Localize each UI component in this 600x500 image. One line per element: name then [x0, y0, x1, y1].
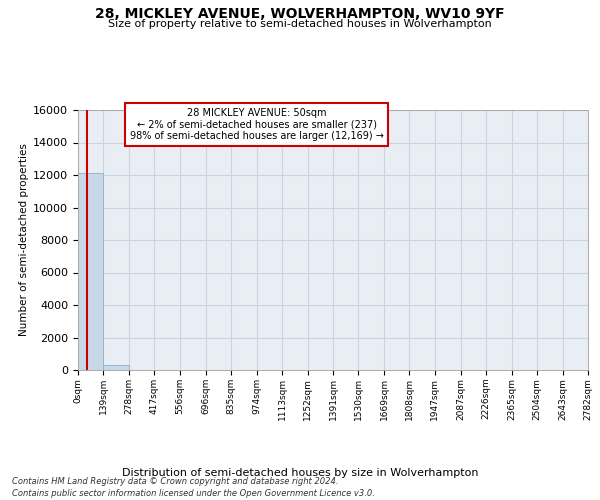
Text: Contains public sector information licensed under the Open Government Licence v3: Contains public sector information licen… — [12, 489, 375, 498]
Text: Contains HM Land Registry data © Crown copyright and database right 2024.: Contains HM Land Registry data © Crown c… — [12, 478, 338, 486]
Bar — [103, 365, 129, 370]
Y-axis label: Number of semi-detached properties: Number of semi-detached properties — [19, 144, 29, 336]
Text: 28 MICKLEY AVENUE: 50sqm
← 2% of semi-detached houses are smaller (237)
98% of s: 28 MICKLEY AVENUE: 50sqm ← 2% of semi-de… — [130, 108, 383, 141]
Bar — [78, 174, 103, 370]
Text: 28, MICKLEY AVENUE, WOLVERHAMPTON, WV10 9YF: 28, MICKLEY AVENUE, WOLVERHAMPTON, WV10 … — [95, 8, 505, 22]
Text: Size of property relative to semi-detached houses in Wolverhampton: Size of property relative to semi-detach… — [108, 19, 492, 29]
Text: Distribution of semi-detached houses by size in Wolverhampton: Distribution of semi-detached houses by … — [122, 468, 478, 477]
